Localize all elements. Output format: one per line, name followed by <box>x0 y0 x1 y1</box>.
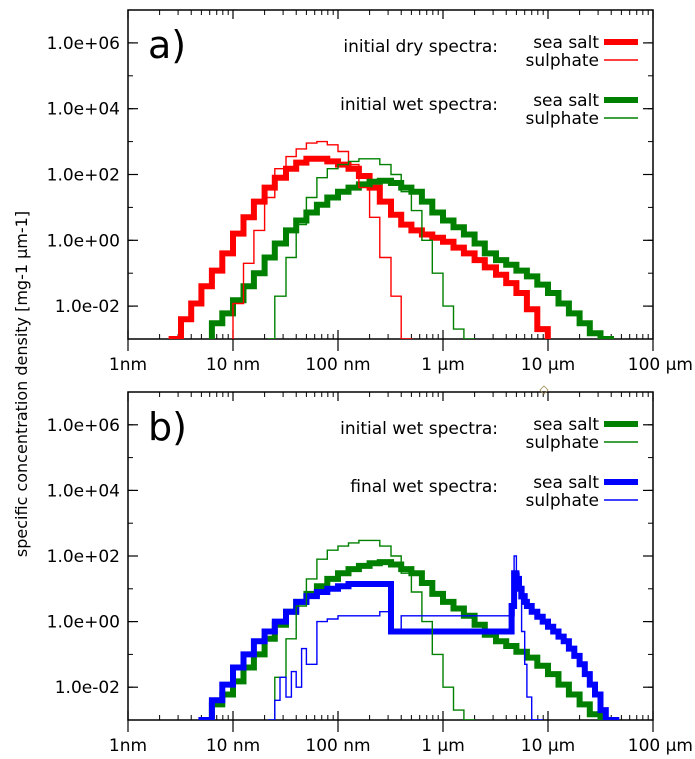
x-tick-label: 10 nm <box>206 355 260 375</box>
series-line-final-wet-spectra-sulphate <box>268 555 543 720</box>
small-diamond-marker <box>539 385 549 395</box>
series-line-initial-wet-spectra-sulphate <box>268 158 476 339</box>
legend-entry-label: sea salt <box>533 473 599 493</box>
legend-group-title: initial dry spectra: <box>343 37 498 57</box>
y-tick-label: 1.0e-02 <box>55 678 120 698</box>
x-tick-label: 1nm <box>109 355 147 375</box>
y-tick-label: 1.0e+00 <box>47 231 120 251</box>
series-line-final-wet-spectra-sea-salt <box>198 570 620 720</box>
y-axis-label: specific concentration density [mg-1 μm-… <box>12 211 31 557</box>
y-tick-label: 1.0e+04 <box>47 481 120 501</box>
x-tick-label: 100 nm <box>305 736 370 756</box>
x-tick-label: 1nm <box>109 736 147 756</box>
x-tick-label: 10 μm <box>521 736 575 756</box>
series-line-initial-wet-spectra-sea-salt <box>208 177 614 339</box>
panel-b: 1nm 10 nm 100 nm 1 μm 10 μm 100 μm 1.0e-02 1.0e… <box>47 391 693 756</box>
legend-entry-label: sulphate <box>526 109 599 129</box>
x-tick-label: 100 μm <box>628 736 693 756</box>
x-tick-label: 100 μm <box>628 355 693 375</box>
x-tick-label: 10 μm <box>521 355 575 375</box>
legend-entry-label: sea salt <box>533 91 599 111</box>
panel-a: 1nm 10 nm 100 nm 1 μm 10 μm 100 μm 1.0e-02 1.0e… <box>47 9 693 375</box>
legend-entry-label: sea salt <box>533 33 599 53</box>
x-tick-label: 100 nm <box>305 355 370 375</box>
series-line-initial-dry-spectra-sulphate <box>232 140 413 339</box>
legend-group-title: final wet spectra: <box>350 477 498 497</box>
x-tick-label: 10 nm <box>206 736 260 756</box>
y-tick-label: 1.0e+00 <box>47 613 120 633</box>
panel-label: a) <box>148 23 186 67</box>
legend-entry-label: sulphate <box>526 491 599 511</box>
y-tick-label: 1.0e-02 <box>55 297 120 317</box>
legend-entry-label: sea salt <box>533 415 599 435</box>
y-tick-label: 1.0e+02 <box>47 547 120 567</box>
y-tick-label: 1.0e+06 <box>47 34 120 54</box>
series-group <box>168 140 614 339</box>
y-tick-label: 1.0e+04 <box>47 100 120 120</box>
panel-label: b) <box>148 405 187 449</box>
x-tick-label: 1 μm <box>421 355 465 375</box>
legend-entry-label: sulphate <box>526 51 599 71</box>
series-group <box>198 539 620 720</box>
y-tick-label: 1.0e+02 <box>47 166 120 186</box>
x-tick-label: 1 μm <box>421 736 465 756</box>
legend-group-title: initial wet spectra: <box>340 419 498 439</box>
legend-entry-label: sulphate <box>526 433 599 453</box>
y-tick-label: 1.0e+06 <box>47 416 120 436</box>
series-line-initial-wet-spectra-sulphate <box>268 539 476 720</box>
legend-group-title: initial wet spectra: <box>340 95 498 115</box>
